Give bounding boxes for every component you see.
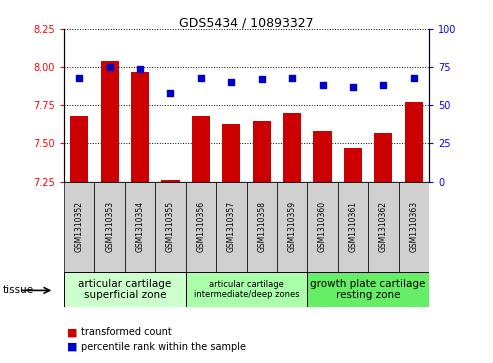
Text: GSM1310354: GSM1310354 (136, 201, 144, 252)
Bar (252, 121, 271, 182)
Text: GSM1310357: GSM1310357 (227, 201, 236, 252)
FancyBboxPatch shape (368, 182, 398, 272)
Bar (70, 116, 88, 182)
Text: ■: ■ (67, 342, 77, 352)
Point (318, 82, 326, 88)
Text: transformed count: transformed count (81, 327, 172, 337)
Point (106, 64, 113, 70)
Text: growth plate cartilage
resting zone: growth plate cartilage resting zone (311, 279, 426, 300)
Text: articular cartilage
superficial zone: articular cartilage superficial zone (78, 279, 172, 300)
Bar (374, 133, 392, 182)
Bar (222, 123, 241, 182)
FancyBboxPatch shape (307, 272, 429, 307)
FancyBboxPatch shape (307, 182, 338, 272)
Bar (283, 113, 301, 182)
Point (136, 66, 144, 72)
Text: ■: ■ (67, 327, 77, 337)
Bar (405, 102, 423, 182)
Bar (314, 131, 332, 182)
Text: GSM1310360: GSM1310360 (318, 201, 327, 252)
Bar (161, 180, 179, 182)
FancyBboxPatch shape (246, 182, 277, 272)
Bar (344, 148, 362, 182)
Text: GSM1310358: GSM1310358 (257, 201, 266, 252)
Point (288, 75, 296, 81)
Text: GSM1310363: GSM1310363 (409, 201, 418, 252)
Point (167, 90, 175, 96)
Text: tissue: tissue (2, 285, 34, 295)
Bar (192, 116, 210, 182)
Point (227, 79, 235, 85)
Text: GDS5434 / 10893327: GDS5434 / 10893327 (179, 16, 314, 29)
Point (75, 75, 83, 81)
Text: GSM1310362: GSM1310362 (379, 201, 388, 252)
FancyBboxPatch shape (64, 272, 186, 307)
Text: percentile rank within the sample: percentile rank within the sample (81, 342, 246, 352)
Point (349, 84, 357, 90)
Point (380, 82, 387, 88)
Text: GSM1310355: GSM1310355 (166, 201, 175, 252)
Text: GSM1310352: GSM1310352 (75, 201, 84, 252)
FancyBboxPatch shape (277, 182, 307, 272)
Point (258, 77, 266, 82)
Text: GSM1310361: GSM1310361 (349, 201, 357, 252)
FancyBboxPatch shape (64, 182, 95, 272)
Bar (101, 61, 119, 182)
Point (197, 75, 205, 81)
FancyBboxPatch shape (186, 182, 216, 272)
FancyBboxPatch shape (155, 182, 186, 272)
Text: GSM1310353: GSM1310353 (105, 201, 114, 252)
Text: GSM1310356: GSM1310356 (196, 201, 206, 252)
Text: GSM1310359: GSM1310359 (287, 201, 297, 252)
FancyBboxPatch shape (186, 272, 307, 307)
Text: articular cartilage
intermediate/deep zones: articular cartilage intermediate/deep zo… (194, 280, 299, 299)
FancyBboxPatch shape (125, 182, 155, 272)
Point (410, 75, 418, 81)
FancyBboxPatch shape (216, 182, 246, 272)
FancyBboxPatch shape (338, 182, 368, 272)
FancyBboxPatch shape (398, 182, 429, 272)
Bar (131, 72, 149, 182)
FancyBboxPatch shape (95, 182, 125, 272)
